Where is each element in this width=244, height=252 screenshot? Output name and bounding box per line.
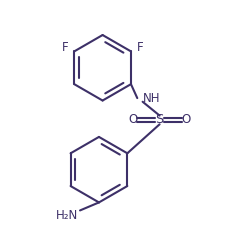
Text: H₂N: H₂N <box>56 209 79 222</box>
Text: O: O <box>128 113 138 127</box>
Text: O: O <box>182 113 191 127</box>
Text: NH: NH <box>143 91 160 105</box>
Text: F: F <box>62 41 68 53</box>
Text: S: S <box>155 113 164 127</box>
Text: F: F <box>137 41 143 53</box>
